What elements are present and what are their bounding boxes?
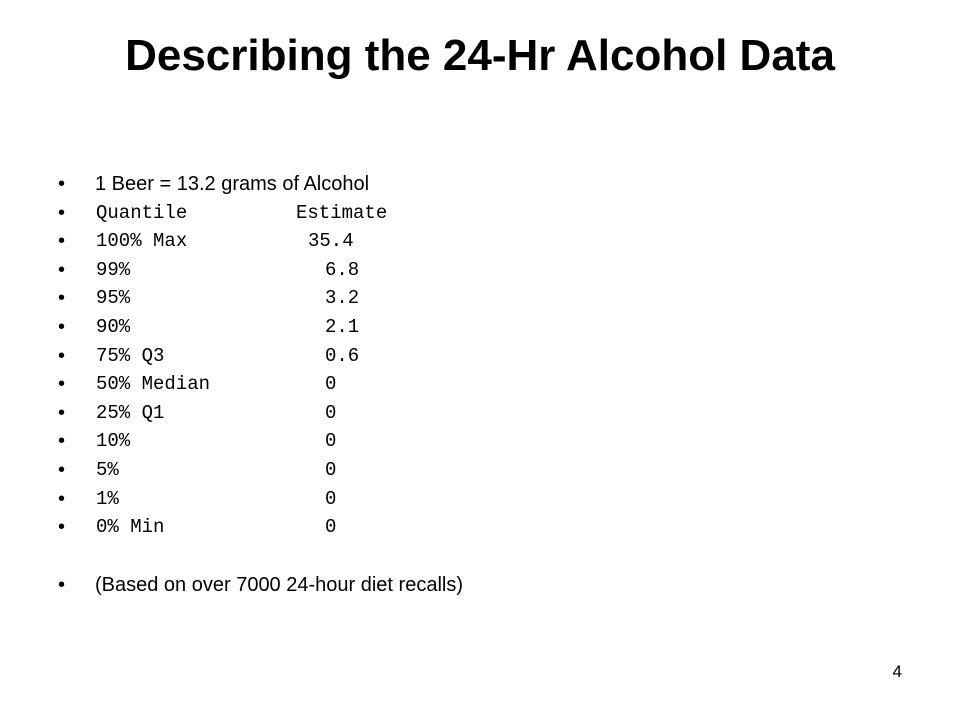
estimate-header-label: Estimate — [296, 201, 388, 224]
page-number: 4 — [892, 662, 902, 681]
quantile-label: 25% Q1 — [96, 401, 165, 424]
quantile-estimate: 3.2 — [325, 287, 360, 310]
quantile-label: 95% — [96, 287, 131, 310]
quantile-estimate: 0 — [325, 516, 337, 539]
footnote: (Based on over 7000 24-hour diet recalls… — [95, 574, 463, 596]
quantile-estimate: 0 — [325, 401, 337, 424]
bullet-icon: • — [58, 316, 66, 338]
bullet-icon: • — [58, 516, 66, 539]
bullet-icon: • — [58, 574, 66, 596]
quantile-label: 100% Max — [96, 230, 188, 253]
quantile-label: 90% — [96, 316, 131, 338]
quantile-row: • 99% 6.8 — [0, 255, 960, 285]
quantile-row: • 50% Median 0 — [0, 369, 960, 399]
bullet-icon: • — [58, 487, 66, 510]
bullet-icon: • — [58, 201, 66, 224]
quantile-row: • 5% 0 — [0, 455, 960, 485]
quantile-row: • 25% Q1 0 — [0, 398, 960, 428]
quantile-estimate: 0 — [325, 373, 337, 396]
bullet-icon: • — [58, 230, 66, 253]
quantile-row: • 90% 2.1 — [0, 312, 960, 342]
bullet-icon: • — [58, 459, 66, 481]
quantile-label: 5% — [96, 459, 119, 481]
bullet-icon: • — [58, 401, 66, 424]
bullet-icon: • — [58, 344, 66, 367]
bullet-item-conversion: • 1 Beer = 13.2 grams of Alcohol — [0, 169, 960, 199]
quantile-row: • 1% 0 — [0, 484, 960, 514]
quantile-estimate: 2.1 — [325, 316, 360, 338]
bullet-item-footnote: • (Based on over 7000 24-hour diet recal… — [0, 570, 960, 600]
slide-title: Describing the 24-Hr Alcohol Data — [125, 31, 835, 80]
quantile-label: 99% — [96, 258, 131, 281]
bullet-icon: • — [58, 287, 66, 310]
quantile-row: • 10% 0 — [0, 426, 960, 456]
quantile-estimate: 0.6 — [325, 344, 360, 367]
quantile-estimate: 6.8 — [325, 258, 360, 281]
quantile-label: 0% Min — [96, 516, 165, 539]
quantile-estimate: 0 — [325, 487, 337, 510]
bullet-icon: • — [58, 373, 66, 396]
quantile-label: 50% Median — [96, 373, 211, 396]
quantile-row: • 100% Max 35.4 — [0, 226, 960, 256]
quantile-row: • 75% Q3 0.6 — [0, 341, 960, 371]
quantile-estimate: 0 — [325, 430, 337, 453]
quantile-table-header: • Quantile Estimate — [0, 198, 960, 228]
conversion-note: 1 Beer = 13.2 grams of Alcohol — [95, 173, 370, 195]
bullet-icon: • — [58, 430, 66, 453]
quantile-row: • 95% 3.2 — [0, 283, 960, 313]
quantile-header-label: Quantile — [96, 201, 188, 224]
quantile-estimate: 0 — [325, 459, 337, 481]
quantile-row: • 0% Min 0 — [0, 512, 960, 542]
quantile-label: 75% Q3 — [96, 344, 165, 367]
bullet-icon: • — [58, 258, 66, 281]
quantile-label: 10% — [96, 430, 131, 453]
quantile-estimate: 35.4 — [308, 230, 354, 253]
bullet-icon: • — [58, 173, 66, 195]
quantile-label: 1% — [96, 487, 119, 510]
